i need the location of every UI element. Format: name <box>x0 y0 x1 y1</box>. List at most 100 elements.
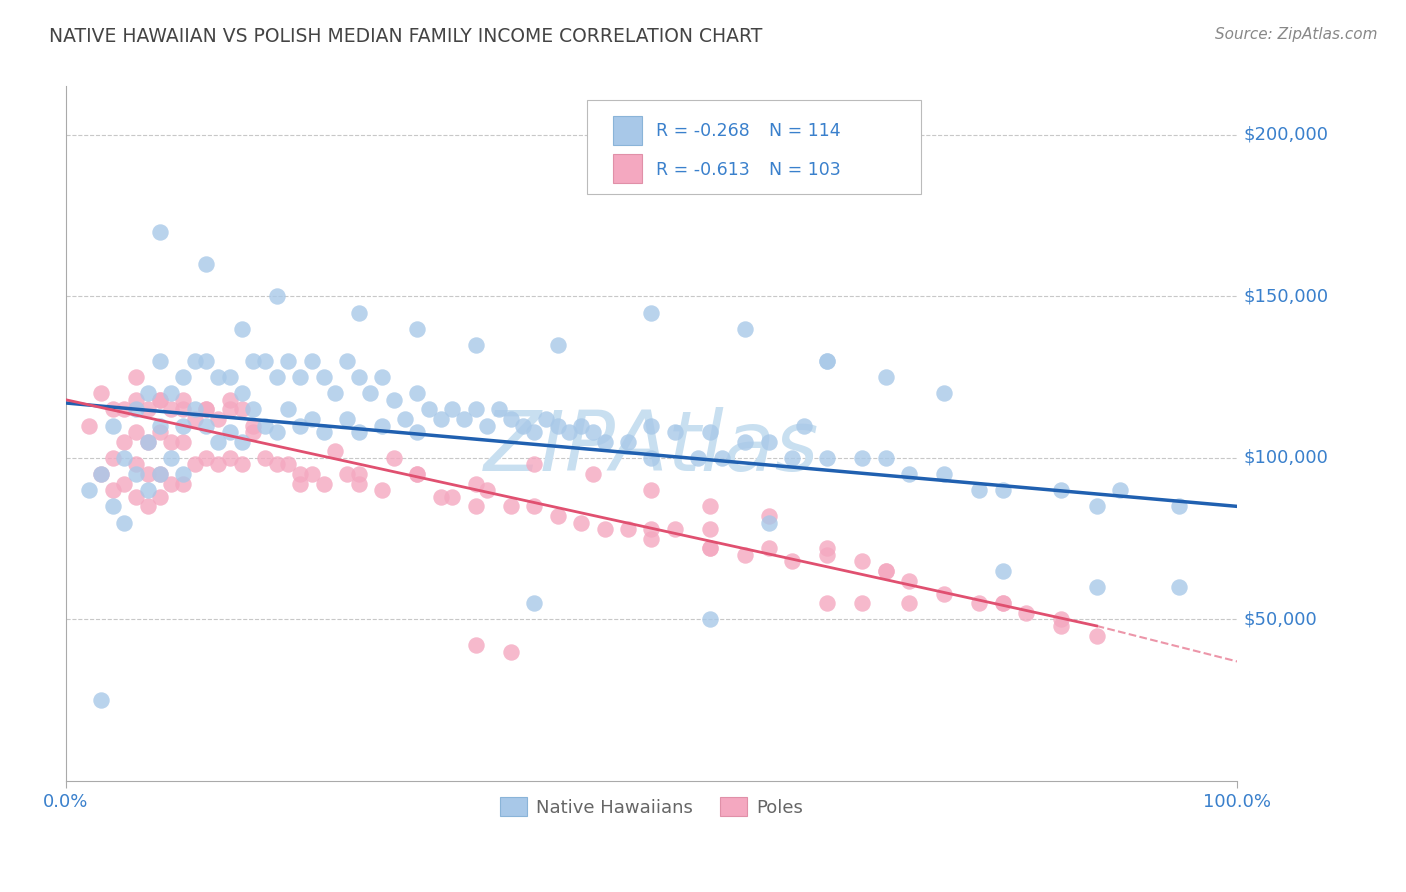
Point <box>969 483 991 498</box>
Legend: Native Hawaiians, Poles: Native Hawaiians, Poles <box>492 790 810 824</box>
Point <box>406 467 429 481</box>
Point <box>1015 606 1038 620</box>
Point <box>77 418 100 433</box>
Point <box>934 467 956 481</box>
Point <box>183 412 205 426</box>
Text: R = -0.613: R = -0.613 <box>657 161 749 178</box>
Point <box>148 467 170 481</box>
Point <box>253 354 276 368</box>
Point <box>301 412 323 426</box>
Point <box>758 434 780 449</box>
Point <box>347 476 370 491</box>
Point <box>218 425 240 439</box>
Point <box>523 425 546 439</box>
Point <box>547 509 569 524</box>
Point <box>160 386 183 401</box>
Point <box>195 402 218 417</box>
Point <box>640 522 662 536</box>
Point <box>582 467 605 481</box>
Point <box>253 450 276 465</box>
Point <box>160 402 183 417</box>
Point <box>136 467 159 481</box>
Point <box>441 402 464 417</box>
Point <box>734 434 756 449</box>
Point <box>815 354 838 368</box>
Point <box>875 450 897 465</box>
Point <box>664 522 686 536</box>
Point <box>125 392 148 407</box>
Point <box>1085 500 1108 514</box>
Point <box>218 402 240 417</box>
Point <box>112 476 135 491</box>
Point <box>780 450 803 465</box>
Point <box>640 532 662 546</box>
Point <box>934 386 956 401</box>
Point <box>125 425 148 439</box>
Point <box>160 434 183 449</box>
Point <box>172 476 194 491</box>
Point <box>441 490 464 504</box>
Point <box>617 434 640 449</box>
Point <box>347 370 370 384</box>
Point <box>347 425 370 439</box>
Point <box>815 596 838 610</box>
Point <box>569 516 592 530</box>
Point <box>464 638 486 652</box>
Point <box>148 425 170 439</box>
Text: $100,000: $100,000 <box>1243 449 1327 467</box>
Point <box>277 458 299 472</box>
Point <box>218 370 240 384</box>
Point <box>429 490 451 504</box>
Point <box>101 418 124 433</box>
Point <box>464 338 486 352</box>
Point <box>569 418 592 433</box>
Point <box>172 418 194 433</box>
Point <box>875 564 897 578</box>
Point <box>323 444 346 458</box>
Point <box>394 412 416 426</box>
Point <box>1167 580 1189 594</box>
Point <box>699 541 721 556</box>
Point <box>231 402 253 417</box>
Point <box>148 392 170 407</box>
Point <box>148 467 170 481</box>
Point <box>710 450 733 465</box>
Point <box>136 434 159 449</box>
Point <box>125 370 148 384</box>
Point <box>699 541 721 556</box>
Point <box>277 402 299 417</box>
Point <box>499 645 522 659</box>
Point <box>499 412 522 426</box>
Point <box>136 386 159 401</box>
Point <box>1050 619 1073 633</box>
Point <box>991 564 1014 578</box>
Point <box>148 418 170 433</box>
Point <box>90 693 112 707</box>
Point <box>815 450 838 465</box>
Point <box>347 305 370 319</box>
Point <box>699 500 721 514</box>
Point <box>336 354 359 368</box>
Point <box>499 500 522 514</box>
Point <box>312 370 335 384</box>
Point <box>1085 629 1108 643</box>
Point <box>347 467 370 481</box>
Point <box>266 289 288 303</box>
Text: ZIPAtlas: ZIPAtlas <box>484 407 820 488</box>
Point <box>382 392 405 407</box>
Point <box>1050 483 1073 498</box>
Point <box>301 467 323 481</box>
Point <box>125 467 148 481</box>
Point <box>815 548 838 562</box>
Point <box>547 418 569 433</box>
Point <box>512 418 534 433</box>
Point <box>640 305 662 319</box>
Point <box>195 402 218 417</box>
Point <box>125 458 148 472</box>
Point <box>359 386 381 401</box>
Point <box>195 450 218 465</box>
Point <box>112 434 135 449</box>
Text: NATIVE HAWAIIAN VS POLISH MEDIAN FAMILY INCOME CORRELATION CHART: NATIVE HAWAIIAN VS POLISH MEDIAN FAMILY … <box>49 27 762 45</box>
Point <box>323 386 346 401</box>
Point <box>534 412 557 426</box>
